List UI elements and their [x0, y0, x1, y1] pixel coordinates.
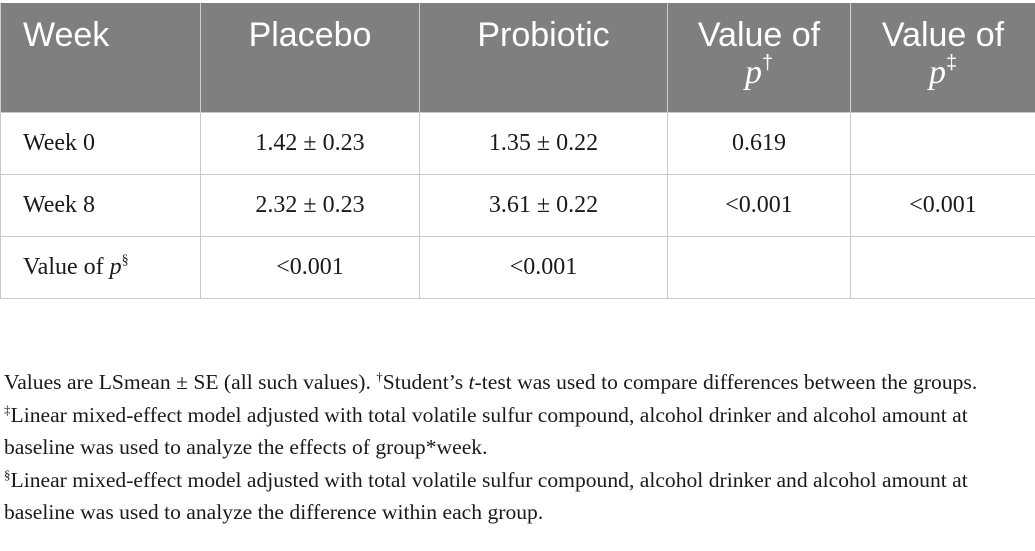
header-week-label: Week	[23, 16, 110, 54]
header-placebo-label: Placebo	[248, 16, 372, 54]
cell-p2	[850, 235, 1035, 299]
table-row: Week 8 2.32 ± 0.23 3.61 ± 0.22 <0.001 <0…	[0, 173, 1035, 237]
cell-probiotic: <0.001	[419, 235, 668, 299]
cell-placebo: <0.001	[200, 235, 420, 299]
footnote-ddagger-mark: ‡	[4, 401, 11, 417]
results-table: Week Placebo Probiotic Value of p† Value …	[0, 3, 1035, 299]
cell-placebo: 2.32 ± 0.23	[200, 173, 420, 237]
footnote-dagger-mark: †	[376, 369, 383, 384]
footnote-dagger-post: -test was used to compare differences be…	[474, 370, 978, 394]
header-p2-mark: ‡	[945, 52, 958, 74]
table-footnote: Values are LSmean ± SE (all such values)…	[4, 366, 1030, 529]
footnote-ddagger-text: Linear mixed-effect model adjusted with …	[4, 402, 968, 460]
header-p2-var: p	[928, 54, 946, 91]
row-label-text: Value of	[23, 253, 104, 280]
header-p-value-mixed: Value of p‡	[850, 3, 1035, 112]
header-row: Week Placebo Probiotic Value of p† Value …	[0, 3, 1035, 112]
row-label-mark: §	[121, 252, 129, 268]
header-placebo: Placebo	[200, 3, 420, 112]
cell-p1	[667, 235, 851, 299]
footnote-dagger-pre: Student’s	[382, 370, 469, 394]
table-row: Week 0 1.42 ± 0.23 1.35 ± 0.22 0.619	[0, 111, 1035, 175]
cell-probiotic: 3.61 ± 0.22	[419, 173, 668, 237]
footnote-section-text: Linear mixed-effect model adjusted with …	[4, 467, 968, 525]
cell-p1: <0.001	[667, 173, 851, 237]
cell-week: Week 8	[0, 173, 201, 237]
header-week: Week	[0, 3, 201, 112]
cell-row-label: Value of p§	[0, 235, 201, 299]
footnote-dagger-var: t	[468, 370, 475, 394]
header-p1-text: Value of	[697, 16, 821, 54]
cell-placebo: 1.42 ± 0.23	[200, 111, 420, 175]
cell-week: Week 0	[0, 111, 201, 175]
header-p2-text: Value of	[881, 16, 1005, 54]
cell-p1: 0.619	[667, 111, 851, 175]
header-probiotic: Probiotic	[419, 3, 668, 112]
header-probiotic-label: Probiotic	[477, 16, 610, 54]
cell-p2: <0.001	[850, 173, 1035, 237]
cell-p2	[850, 111, 1035, 175]
footnote-intro: Values are LSmean ± SE (all such values)…	[4, 370, 377, 394]
cell-probiotic: 1.35 ± 0.22	[419, 111, 668, 175]
header-p-value-ttest: Value of p†	[667, 3, 851, 112]
header-p1-var: p	[744, 54, 762, 91]
table-row-p-value: Value of p§ <0.001 <0.001	[0, 235, 1035, 299]
footnote-section-mark: §	[4, 466, 11, 482]
row-label-var: p	[109, 253, 122, 280]
header-p1-mark: †	[761, 52, 774, 74]
